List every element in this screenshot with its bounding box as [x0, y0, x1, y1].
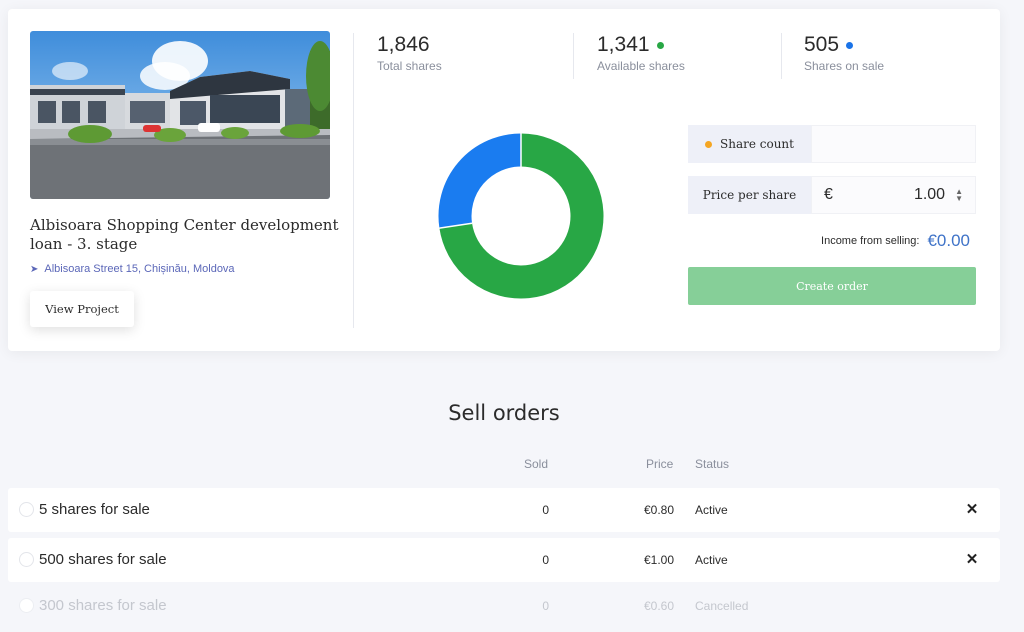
stat-divider: [573, 33, 574, 79]
order-name: 5 shares for sale: [39, 501, 150, 518]
project-photo: [30, 31, 330, 199]
order-sold: 0: [542, 503, 549, 517]
row-radio[interactable]: [19, 552, 34, 567]
row-radio[interactable]: [19, 502, 34, 517]
donut-segment-available: [439, 133, 604, 299]
order-price: €1.00: [643, 553, 674, 567]
column-header-sold: Sold: [524, 457, 549, 471]
project-address: ➤ Albisoara Street 15, Chișinău, Moldova: [30, 263, 235, 275]
table-row: 500 shares for sale 0 €1.00 Active ✕: [8, 538, 1000, 582]
stat-total-shares: 1,846 Total shares: [377, 33, 442, 73]
project-card: Albisoara Shopping Center development lo…: [8, 9, 1000, 351]
order-price: €0.60: [643, 599, 674, 613]
share-count-row: Share count: [688, 125, 976, 163]
close-icon[interactable]: ✕: [965, 501, 979, 518]
stat-total-value: 1,846: [377, 33, 430, 56]
order-sold: 0: [542, 553, 549, 567]
column-header-status: Status: [695, 457, 730, 471]
order-price: €0.80: [643, 503, 674, 517]
donut-segment-on-sale: [438, 133, 522, 229]
order-name: 300 shares for sale: [39, 597, 167, 614]
price-per-share-row: Price per share € 1.00 ▲ ▼: [688, 176, 976, 214]
currency-symbol: €: [824, 186, 833, 203]
stat-on-sale-value: 505: [804, 33, 840, 56]
order-status: Active: [695, 503, 728, 517]
stat-shares-on-sale: 505 Shares on sale: [804, 33, 884, 73]
share-count-input[interactable]: [811, 125, 976, 163]
sell-orders-title: Sell orders: [448, 401, 560, 425]
order-sold: 0: [542, 599, 549, 613]
project-address-text: Albisoara Street 15, Chișinău, Moldova: [44, 263, 235, 275]
create-order-button[interactable]: Create order: [688, 267, 976, 305]
order-name: 500 shares for sale: [39, 551, 167, 568]
order-status: Active: [695, 553, 728, 567]
share-count-label: Share count: [688, 125, 811, 163]
stat-on-sale-label: Shares on sale: [804, 59, 885, 73]
stat-divider: [781, 33, 782, 79]
share-count-label-text: Share count: [720, 137, 794, 151]
price-value: 1.00: [913, 186, 946, 203]
stat-available-shares: 1,341 Available shares: [597, 33, 685, 73]
stat-total-label: Total shares: [377, 59, 442, 73]
blue-dot-icon: [846, 41, 854, 49]
income-from-selling: Income from selling: €0.00: [688, 231, 970, 251]
view-project-button[interactable]: View Project: [30, 291, 134, 327]
vertical-divider: [353, 33, 354, 328]
stat-available-label: Available shares: [597, 59, 685, 73]
location-arrow-icon: ➤: [30, 263, 39, 275]
income-value: €0.00: [927, 231, 970, 250]
price-per-share-label: Price per share: [688, 176, 811, 214]
table-row: 300 shares for sale 0 €0.60 Cancelled: [8, 584, 1000, 628]
price-per-share-input[interactable]: € 1.00 ▲ ▼: [811, 176, 976, 214]
row-radio: [19, 598, 34, 613]
green-dot-icon: [656, 41, 664, 49]
income-label: Income from selling:: [821, 235, 920, 247]
close-icon[interactable]: ✕: [965, 551, 979, 568]
shares-donut-chart: [438, 133, 604, 299]
project-title: Albisoara Shopping Center development lo…: [30, 216, 339, 253]
table-row: 5 shares for sale 0 €0.80 Active ✕: [8, 488, 1000, 532]
order-status: Cancelled: [695, 599, 749, 613]
column-header-price: Price: [646, 457, 674, 471]
orange-dot-icon: [705, 140, 712, 148]
donut-separator: [439, 222, 473, 229]
stepper-arrows-icon[interactable]: ▲ ▼: [955, 187, 963, 203]
stat-available-value: 1,341: [597, 33, 650, 56]
